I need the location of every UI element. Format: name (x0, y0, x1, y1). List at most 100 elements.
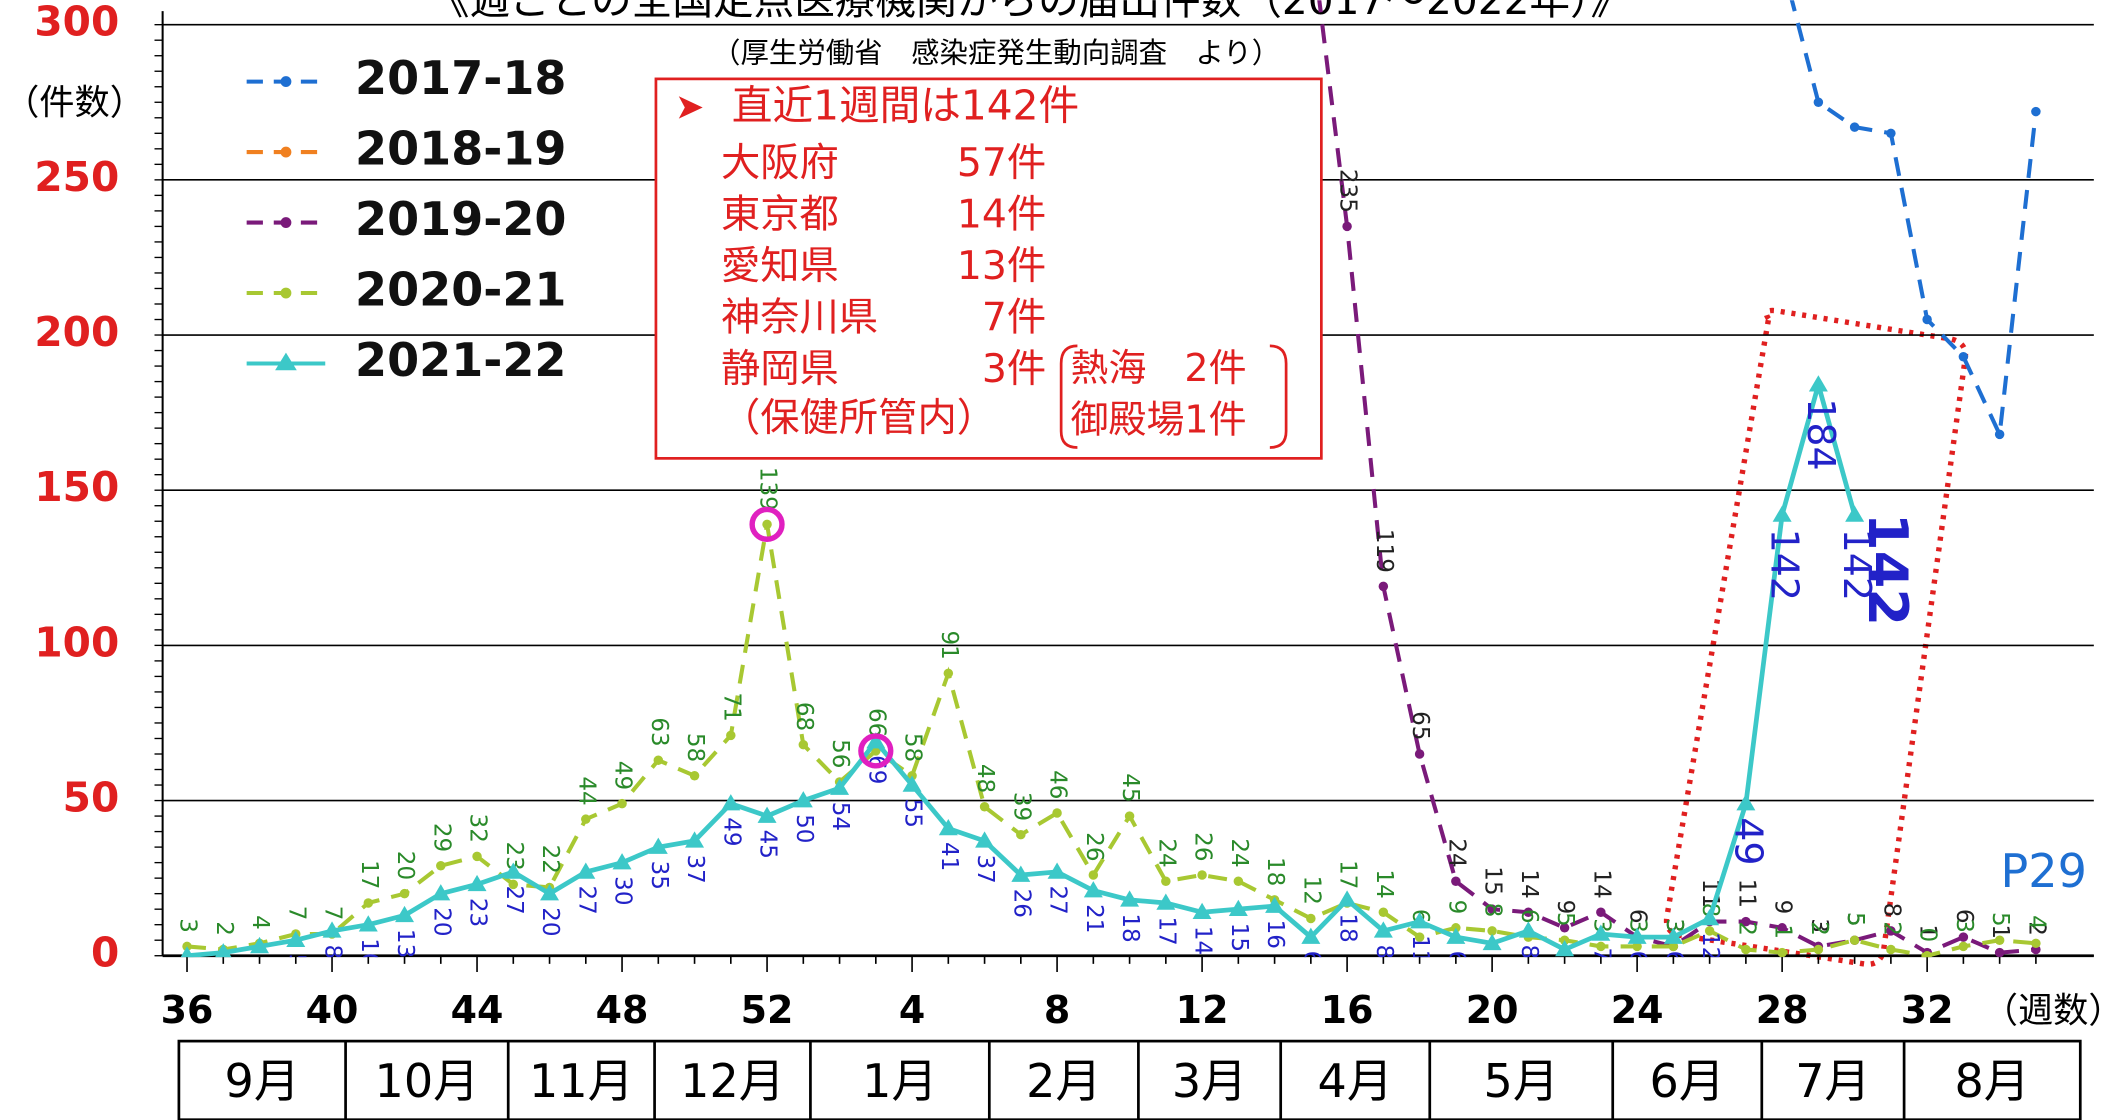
marker (762, 519, 772, 530)
marker (363, 898, 374, 908)
marker (1958, 352, 1969, 362)
data-label: 0 (1915, 928, 1941, 943)
data-label: 3 (1951, 918, 1977, 933)
chart-subtitle: （厚生労働省 感染症発生動向調査 より） (712, 36, 1280, 69)
data-label: 3 (175, 918, 201, 933)
data-label: 6 (1298, 951, 1324, 966)
legend-label: 2019-20 (355, 192, 566, 246)
marker (1627, 927, 1647, 944)
month-label: 2月 (1026, 1054, 1101, 1108)
x-tick-label: 28 (1756, 988, 1809, 1032)
data-label: 3 (1661, 918, 1687, 933)
data-label: 142 (1835, 529, 1879, 601)
data-label: 27 (1045, 885, 1071, 914)
marker (1777, 947, 1787, 958)
marker (721, 794, 741, 811)
data-label: 49 (718, 817, 744, 846)
data-label: 56 (827, 739, 853, 768)
data-label: 23 (465, 898, 491, 927)
data-label: 20 (428, 907, 454, 936)
marker (1994, 947, 2005, 958)
x-axis-label: （週数） (1983, 991, 2124, 1032)
data-label: 49 (1726, 817, 1770, 865)
x-tick-label: 52 (741, 988, 794, 1032)
marker (1373, 921, 1393, 938)
data-label: 58 (900, 733, 926, 762)
data-label: 14 (1588, 869, 1614, 898)
x-tick-label: 16 (1321, 988, 1374, 1032)
data-label: 4 (247, 915, 273, 930)
marker (1813, 97, 1824, 108)
data-label: 30 (610, 876, 636, 905)
marker (653, 755, 664, 765)
data-label: 49 (610, 761, 636, 790)
data-label: 142 (1763, 529, 1807, 601)
bracket (1269, 344, 1288, 449)
marker (1591, 924, 1611, 941)
plot-area: 3302351196524151491463111193581612324771… (175, 0, 2049, 981)
legend-marker (280, 217, 292, 228)
marker (508, 879, 519, 890)
marker (503, 862, 523, 879)
info-box (654, 77, 1323, 460)
data-label: 11 (1733, 879, 1759, 908)
marker (1228, 899, 1248, 916)
series-line (1317, 0, 2037, 955)
data-label: 5 (1842, 912, 1868, 927)
x-tick-label: 36 (161, 988, 214, 1032)
data-label: 68 (791, 702, 817, 731)
data-label: 1 (1987, 924, 2013, 939)
marker (1845, 505, 1865, 522)
x-tick-label: 8 (1044, 988, 1070, 1032)
x-tick-label: 24 (1611, 988, 1664, 1032)
month-label: 1月 (862, 1054, 937, 1108)
marker (2031, 106, 2041, 117)
data-label: 17 (356, 860, 382, 889)
marker (1487, 904, 1497, 914)
marker (1922, 950, 1932, 958)
marker (581, 814, 591, 824)
marker (1083, 881, 1103, 898)
data-label: 9 (1443, 900, 1469, 915)
data-label: 32 (465, 814, 491, 843)
data-label: 1 (211, 966, 237, 981)
box-detail: 熱海 2件 (1071, 346, 1247, 390)
month-label: 6月 (1650, 1054, 1725, 1108)
data-label: 21 (1081, 904, 1107, 933)
data-label: 9 (1552, 900, 1578, 915)
data-label: 2 (211, 921, 237, 936)
annotation: 142 (1856, 513, 1919, 626)
data-label: 5 (1987, 912, 2013, 927)
box-row-name: 東京都 (721, 193, 839, 238)
marker (1886, 926, 1896, 936)
data-label: 8 (1516, 944, 1542, 959)
marker (1011, 865, 1031, 882)
legend-marker (280, 146, 292, 158)
marker (1886, 944, 1896, 955)
data-label: 3 (1625, 918, 1651, 933)
marker (1808, 375, 1828, 392)
marker (726, 730, 736, 741)
data-label: 2 (2023, 921, 2049, 936)
legend-marker (280, 76, 292, 88)
legend-label: 2020-21 (355, 263, 566, 317)
marker (395, 905, 415, 923)
data-label: 1 (1770, 924, 1796, 939)
y-axis-label: （件数） (4, 83, 145, 124)
legend-marker (275, 352, 297, 371)
data-label: 6 (1625, 909, 1651, 924)
marker (1161, 876, 1171, 886)
data-label: 58 (682, 733, 708, 762)
marker (689, 770, 700, 781)
month-label: 12月 (680, 1054, 785, 1108)
highlight-box (1663, 307, 1969, 967)
marker (798, 739, 809, 750)
marker (617, 798, 627, 809)
data-label: 6 (1516, 909, 1542, 924)
marker (215, 943, 232, 958)
marker (1994, 429, 2005, 440)
marker (1632, 941, 1642, 952)
x-tick-label: 12 (1176, 988, 1229, 1032)
marker (1052, 808, 1062, 818)
